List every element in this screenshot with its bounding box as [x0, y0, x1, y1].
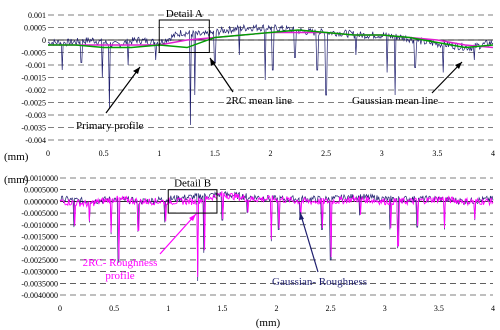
y-tick-label: -0.0040000 — [21, 291, 58, 300]
x-tick-label: 4 — [491, 304, 495, 313]
bottom-series — [59, 191, 494, 282]
x-tick-label: 0 — [46, 149, 50, 158]
y-tick-label: 0.0000000 — [24, 197, 58, 206]
gaussian-mean-arrowhead — [455, 62, 462, 69]
y-tick-label: -0.0020000 — [21, 244, 58, 253]
y-tick-label: -0.0010000 — [21, 221, 58, 230]
gaussian-mean-annotation: Gaussian mean line — [352, 61, 463, 107]
x-tick-label: 0 — [58, 304, 62, 313]
x-tick-label: 2.5 — [326, 304, 336, 313]
y-tick-label: 0.0005 — [24, 24, 46, 33]
bottom-y-unit: (mm) — [4, 174, 29, 186]
top-y-ticks: 0.001 0.0005 0 -0.0005 -0.001 -0.0015 -0.002 -0… — [21, 11, 46, 145]
primary-profile-arrowhead — [133, 67, 140, 74]
gauss-roughness-annotation: Gaussian- Roughness — [272, 211, 367, 288]
detail-b-label: Detail B — [174, 178, 211, 190]
y-tick-label: -0.0005 — [21, 49, 46, 58]
top-series — [47, 23, 494, 126]
rc-mean-label: 2RC mean line — [226, 95, 292, 107]
x-tick-label: 2 — [269, 149, 273, 158]
rc-mean-annotation: 2RC mean line — [209, 57, 292, 107]
y-tick-label: 0.0005000 — [24, 186, 58, 195]
detail-b-box — [167, 189, 218, 214]
top-x-ticks: 0 0.5 1 1.5 2 2.5 3 3.5 4 — [46, 149, 495, 158]
top-panel: 0.001 0.0005 0 -0.0005 -0.001 -0.0015 -0.002 -0… — [4, 8, 495, 163]
gaussian-mean-label: Gaussian mean line — [352, 95, 438, 107]
y-tick-label: 0 — [42, 36, 46, 45]
y-tick-label: -0.0025 — [21, 99, 46, 108]
detail-a-label: Detail A — [166, 8, 203, 20]
bottom-y-ticks: 0.0010000 0.0005000 0.0000000 -0.0005000 -0.… — [21, 174, 58, 300]
primary-profile-annotation: Primary profile — [76, 66, 144, 132]
x-tick-label: 1 — [166, 304, 170, 313]
x-tick-label: 2.5 — [321, 149, 331, 158]
rc-roughness-arrowhead — [189, 214, 196, 221]
gauss-roughness-arrow — [299, 211, 319, 273]
x-tick-label: 0.5 — [109, 304, 119, 313]
y-tick-label: -0.002 — [25, 86, 46, 95]
rc-roughness-line — [59, 191, 494, 278]
rc-roughness-annotation: 2RC- Roughness profile — [83, 213, 197, 282]
primary-profile-label: Primary profile — [76, 120, 144, 132]
y-tick-label: 0.001 — [28, 11, 46, 20]
x-tick-label: 3.5 — [432, 149, 442, 158]
primary-profile-arrow — [105, 66, 141, 114]
x-tick-label: 2 — [275, 304, 279, 313]
x-tick-label: 1.5 — [210, 149, 220, 158]
y-tick-label: 0.0010000 — [24, 174, 58, 183]
y-tick-label: -0.0030000 — [21, 268, 58, 277]
top-y-unit: (mm) — [4, 151, 29, 163]
y-tick-label: -0.003 — [25, 111, 46, 120]
y-tick-label: -0.0015000 — [21, 233, 58, 242]
rc-roughness-label-line1: 2RC- Roughness — [83, 257, 158, 269]
x-tick-label: 3.5 — [434, 304, 444, 313]
y-tick-label: -0.0015 — [21, 74, 46, 83]
bottom-x-axis-label: (mm) — [256, 317, 281, 329]
y-tick-label: -0.004 — [25, 136, 46, 145]
bottom-panel: 0.0010000 0.0005000 0.0000000 -0.0005000 -0.… — [4, 174, 495, 329]
y-tick-label: -0.0035 — [21, 124, 46, 133]
gauss-roughness-arrowhead — [299, 212, 304, 220]
x-tick-label: 1 — [157, 149, 161, 158]
rc-mean-arrowhead — [210, 58, 216, 66]
detail-a-box — [158, 19, 210, 53]
y-tick-label: -0.0035000 — [21, 279, 58, 288]
rc-roughness-label-line2: profile — [105, 270, 134, 282]
bottom-grid — [60, 177, 493, 296]
gaussian-mean-arrow — [431, 61, 463, 94]
bottom-x-ticks: 0 0.5 1 1.5 2 2.5 3 3.5 4 — [58, 304, 495, 313]
x-tick-label: 3 — [383, 304, 387, 313]
y-tick-label: -0.001 — [25, 61, 46, 70]
y-tick-label: -0.0025000 — [21, 256, 58, 265]
rc-roughness-arrow — [159, 213, 197, 255]
top-grid — [48, 14, 493, 141]
x-tick-label: 1.5 — [217, 304, 227, 313]
rc-mean-line — [48, 29, 494, 49]
gauss-roughness-label: Gaussian- Roughness — [272, 276, 367, 288]
x-tick-label: 4 — [491, 149, 495, 158]
y-tick-label: -0.0005000 — [21, 209, 58, 218]
x-tick-label: 3 — [380, 149, 384, 158]
x-tick-label: 0.5 — [99, 149, 109, 158]
